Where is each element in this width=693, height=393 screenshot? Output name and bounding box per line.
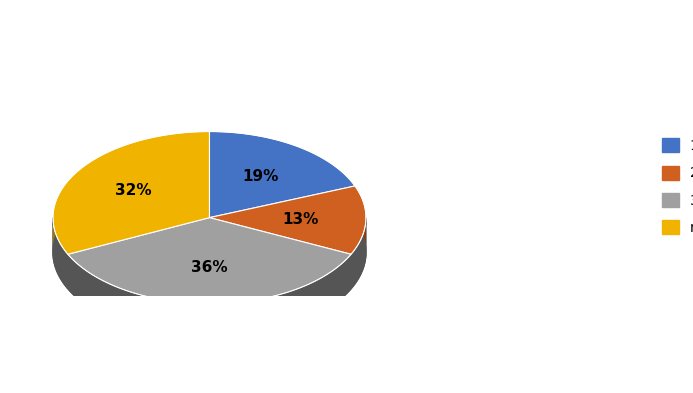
Polygon shape: [209, 218, 351, 289]
Polygon shape: [209, 218, 351, 289]
Polygon shape: [68, 218, 209, 289]
Polygon shape: [53, 166, 366, 338]
Legend: 11 a 20 hs, 21 a 30 hs., 31 a 40 hs., más de 40 hs.: 11 a 20 hs, 21 a 30 hs., 31 a 40 hs., má…: [656, 133, 693, 241]
Text: 32%: 32%: [114, 184, 151, 198]
Polygon shape: [53, 218, 68, 289]
Polygon shape: [209, 186, 366, 254]
Text: 19%: 19%: [243, 169, 279, 184]
Polygon shape: [68, 218, 351, 304]
Polygon shape: [209, 132, 355, 218]
Polygon shape: [53, 218, 366, 338]
Polygon shape: [68, 254, 351, 338]
Text: 13%: 13%: [282, 212, 318, 227]
Polygon shape: [53, 132, 209, 254]
Polygon shape: [68, 218, 209, 289]
Text: 36%: 36%: [191, 260, 228, 275]
Polygon shape: [351, 218, 366, 289]
